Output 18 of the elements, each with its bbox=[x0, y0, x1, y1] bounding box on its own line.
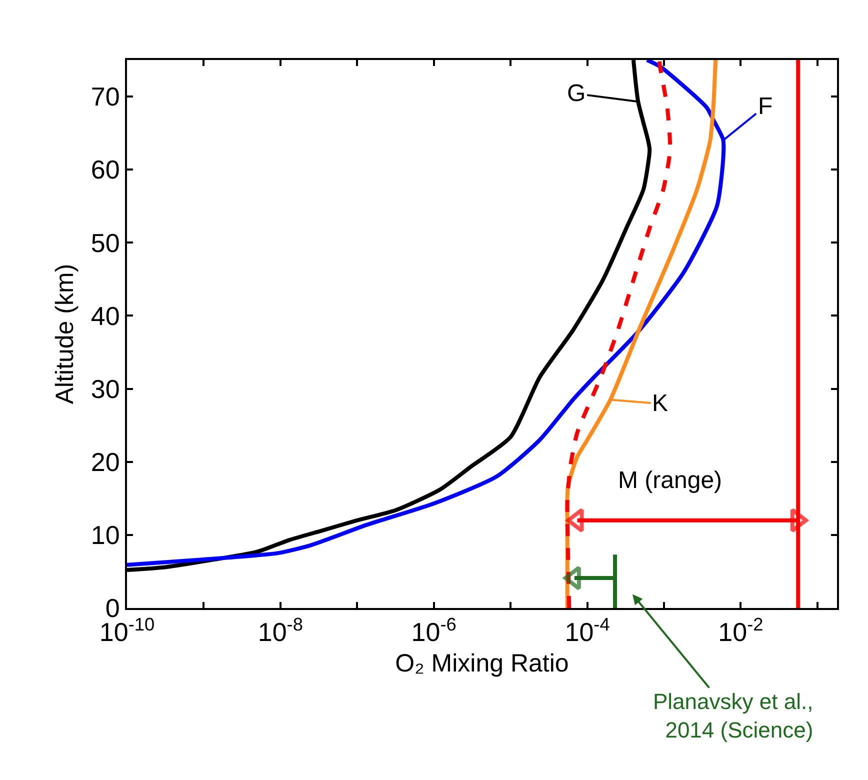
annotation: M (range) bbox=[618, 467, 722, 494]
x-tick-label: 10$^{-6}$ bbox=[411, 614, 456, 648]
x-tick-label: 10$^{-2}$ bbox=[718, 614, 764, 648]
annotation: K bbox=[652, 390, 668, 417]
y-tick-label: 40 bbox=[90, 300, 120, 331]
text: Planavsky et al., 2014 (Science) bbox=[653, 689, 814, 743]
y-tick-label: 50 bbox=[90, 228, 120, 258]
y-axis-title: Altitude (km) bbox=[51, 264, 80, 404]
annotation: F bbox=[758, 93, 773, 120]
y-tick-label: 10 bbox=[90, 520, 120, 550]
annotation: G bbox=[567, 80, 586, 107]
y-tick-label: 70 bbox=[90, 82, 120, 112]
x-tick-label: 10$^{-4}$ bbox=[564, 614, 610, 648]
y-tick-label: 60 bbox=[90, 154, 120, 185]
y-tick-label: 30 bbox=[90, 374, 120, 404]
y-tick-label: 20 bbox=[90, 446, 120, 477]
x-tick-label: 10$^{-8}$ bbox=[258, 614, 303, 648]
x-axis-title: O₂ Mixing Ratio bbox=[395, 650, 569, 678]
